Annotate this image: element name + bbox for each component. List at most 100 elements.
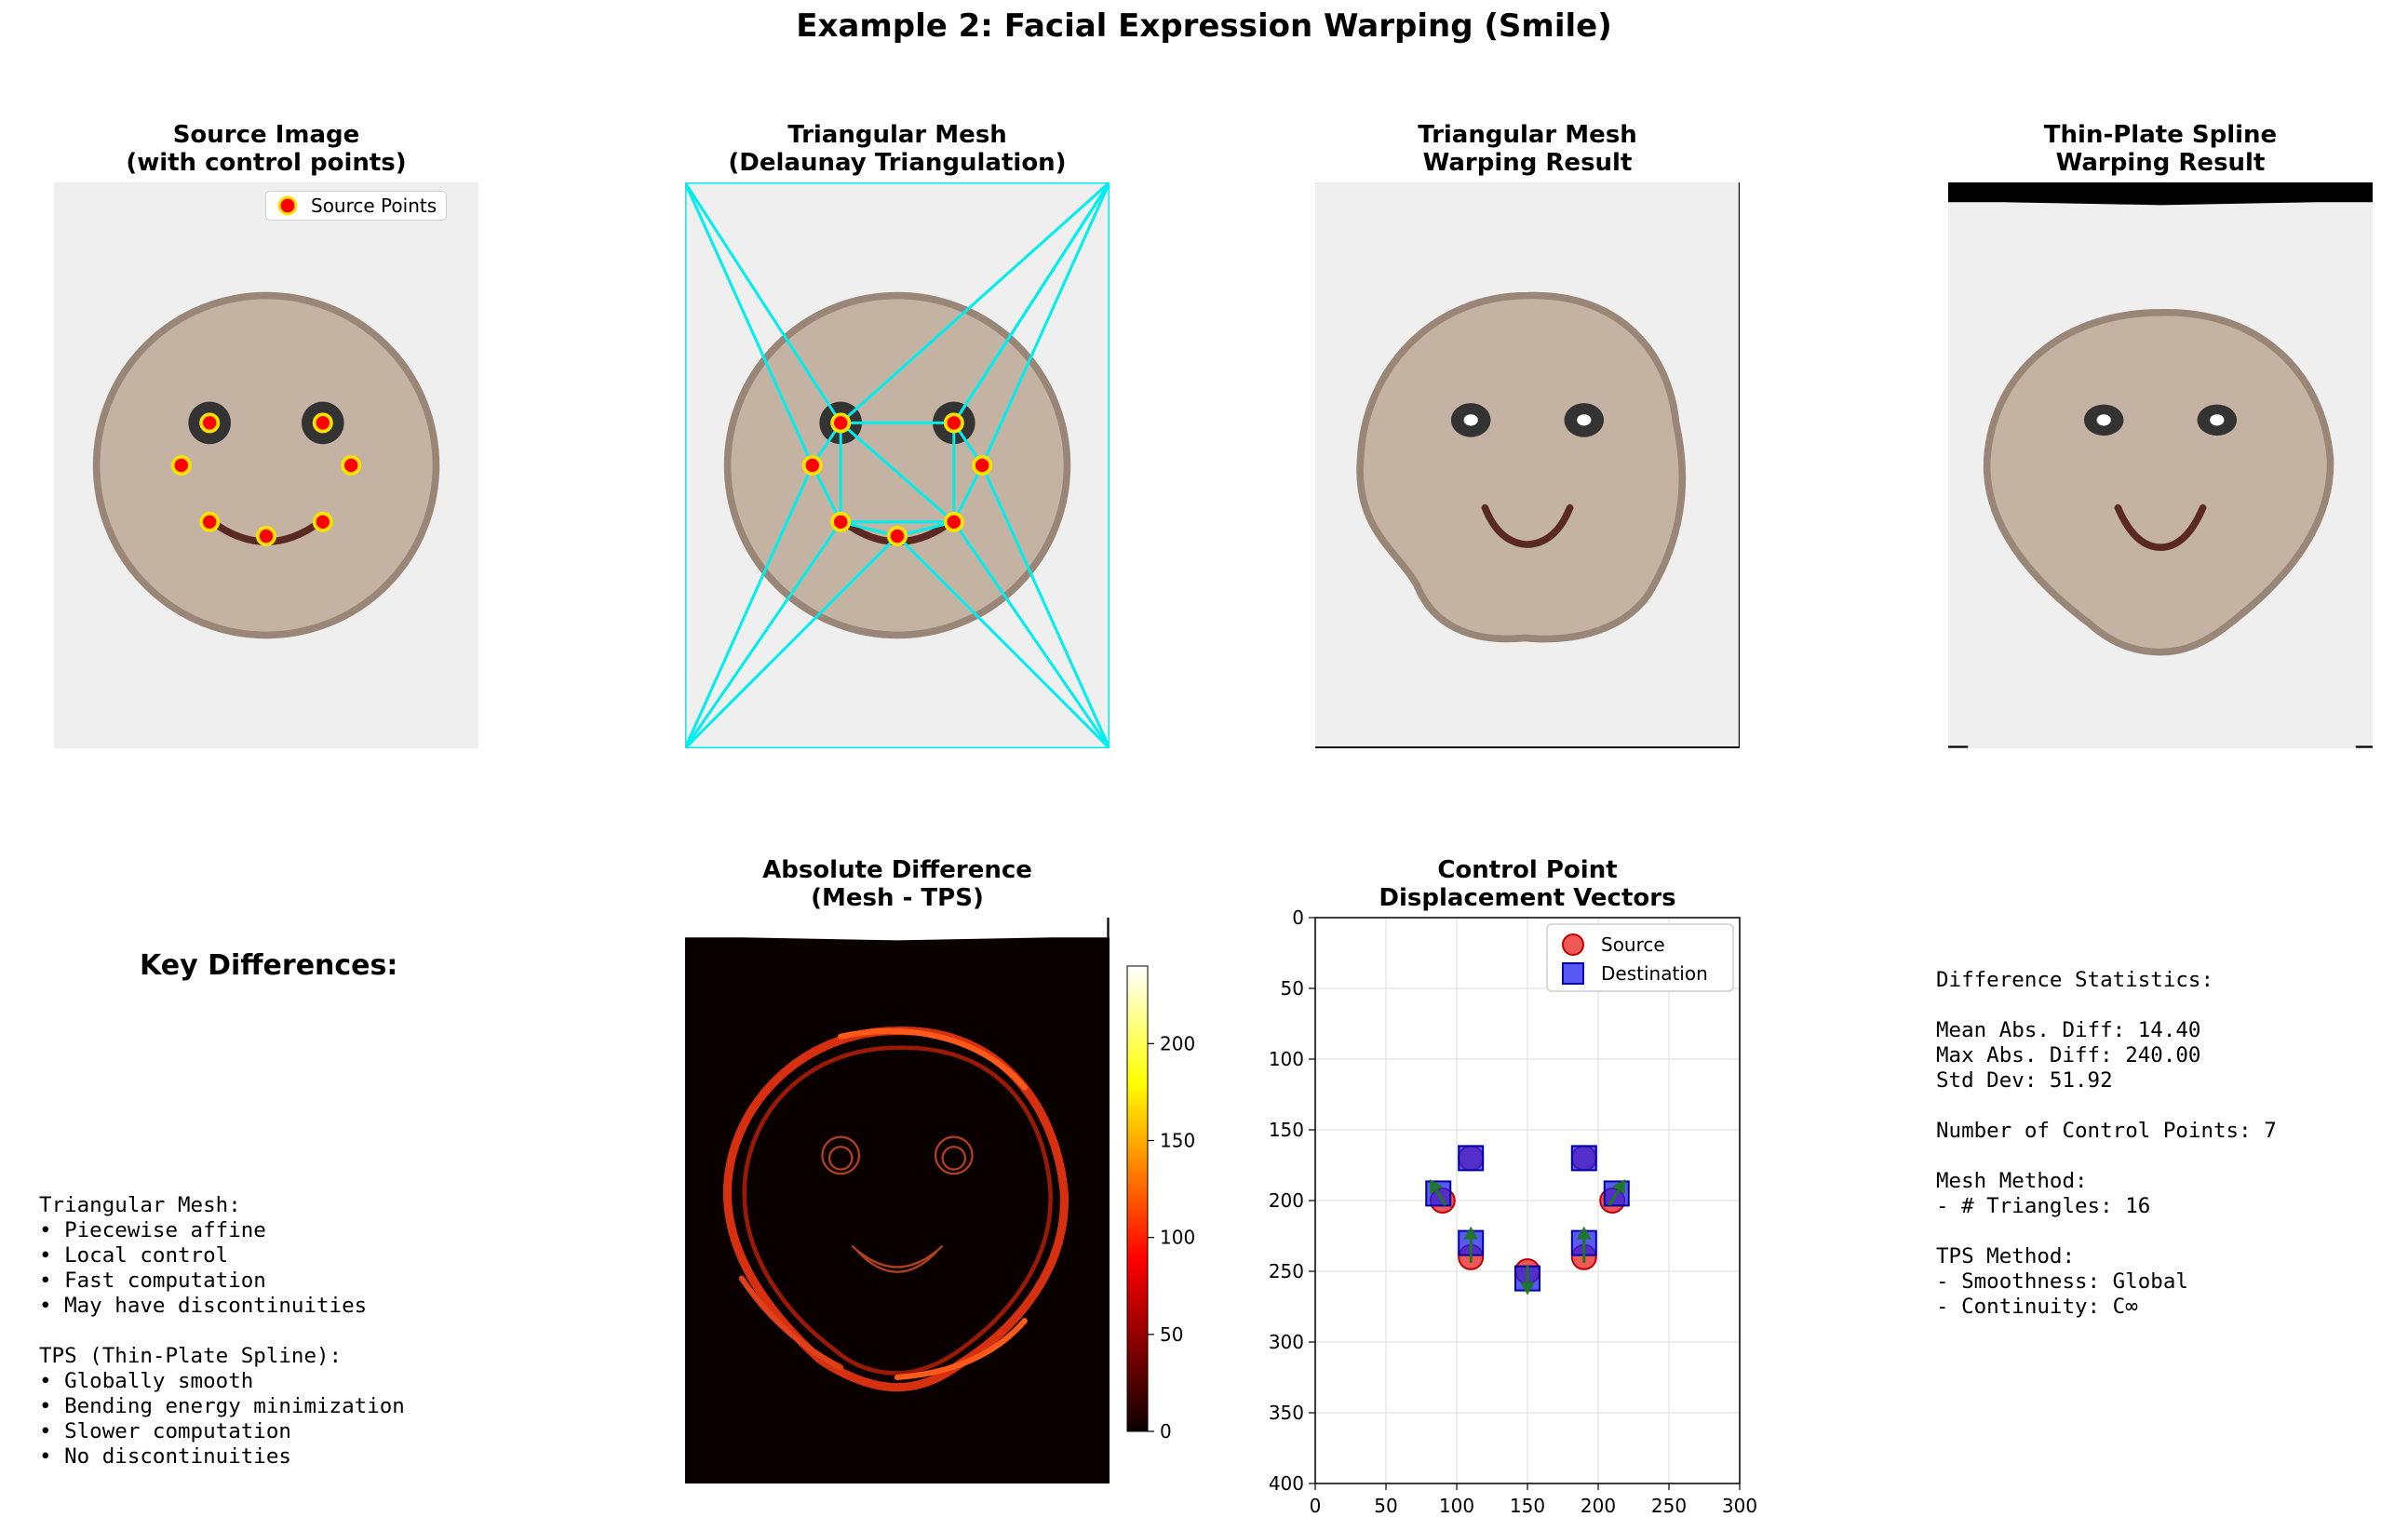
- mesh-result-panel-title: Triangular Mesh Warping Result: [1315, 121, 1740, 177]
- vectors-title-line-2: Displacement Vectors: [1379, 884, 1676, 912]
- control-point-marker: [199, 412, 221, 434]
- y-tick-label: 250: [1269, 1260, 1304, 1282]
- legend-source-label: Source: [1601, 933, 1665, 956]
- text-line: • Piecewise affine: [39, 1218, 266, 1242]
- control-point-marker: [312, 511, 333, 532]
- mesh-edge: [952, 182, 1110, 424]
- x-tick-label: 200: [1581, 1495, 1616, 1517]
- control-point-marker: [972, 454, 993, 477]
- tps-result-panel-title: Thin-Plate Spline Warping Result: [1948, 121, 2373, 177]
- legend-source-marker: [1562, 933, 1584, 956]
- x-tick-label: 100: [1439, 1495, 1474, 1517]
- control-point-marker: [801, 454, 823, 477]
- control-point-marker: [830, 511, 852, 532]
- y-tick-label: 200: [1269, 1189, 1304, 1212]
- mesh-edge: [952, 464, 984, 523]
- displacement-arrow: [1463, 1226, 1479, 1263]
- text-line: Difference Statistics:: [1936, 968, 2214, 992]
- y-tick-label: 0: [1292, 906, 1304, 929]
- source-points-legend-marker: [277, 195, 298, 216]
- vectors-legend: Source Destination: [1546, 923, 1734, 992]
- text-line: • No discontinuities: [39, 1444, 291, 1469]
- displacement-vectors-chart: 0 50 100 150 200 250 300 0 50 100 150 200 250 300 350 4…: [1269, 906, 1757, 1517]
- control-point-marker: [255, 525, 277, 547]
- mesh-title-line-2: (Delaunay Triangulation): [728, 149, 1067, 177]
- text-line: • Slower computation: [39, 1419, 291, 1443]
- control-point-marker: [943, 412, 964, 434]
- mesh-panel: [685, 182, 1110, 748]
- control-point-marker: [830, 412, 852, 434]
- vectors-panel-title: Control Point Displacement Vectors: [1315, 856, 1740, 912]
- difference-colorbar: 0 50 100 150 200: [1126, 965, 1195, 1443]
- text-line: - # Triangles: 16: [1936, 1194, 2151, 1218]
- mesh-result-title-line-1: Triangular Mesh: [1418, 121, 1637, 149]
- text-line: Mesh Method:: [1936, 1169, 2088, 1193]
- text-line: • May have discontinuities: [39, 1294, 368, 1318]
- diff-title-line-2: (Mesh - TPS): [811, 884, 984, 912]
- control-point-marker: [886, 525, 908, 547]
- displacement-arrow: [1429, 1178, 1447, 1206]
- control-point-marker: [312, 412, 333, 434]
- y-tick-label: 300: [1269, 1331, 1304, 1353]
- x-tick-label: 0: [1310, 1495, 1322, 1517]
- text-line: [1936, 1219, 2277, 1244]
- colorbar-tick-label: 100: [1160, 1227, 1195, 1249]
- mesh-edge: [685, 520, 842, 748]
- x-tick-label: 300: [1722, 1495, 1757, 1517]
- mesh-edge: [685, 534, 899, 748]
- diff-title-line-1: Absolute Difference: [762, 856, 1032, 884]
- colorbar-tick-label: 150: [1160, 1130, 1195, 1152]
- text-line: [39, 1319, 405, 1344]
- key-differences-title: Key Differences:: [140, 949, 398, 982]
- colorbar-tick-label: 0: [1160, 1420, 1172, 1443]
- key-differences-text: Triangular Mesh: • Piecewise affine • Loca…: [39, 1193, 405, 1470]
- mesh-edge: [980, 182, 1110, 466]
- colorbar-tick-label: 50: [1160, 1323, 1183, 1346]
- x-tick-label: 250: [1651, 1495, 1687, 1517]
- text-line: [1936, 1094, 2277, 1119]
- tps-result-title-line-1: Thin-Plate Spline: [2043, 121, 2278, 149]
- mesh-edge: [685, 182, 814, 466]
- text-line: • Local control: [39, 1243, 229, 1268]
- text-line: Std Dev: 51.92: [1936, 1068, 2113, 1093]
- control-point-marker: [943, 511, 964, 532]
- mesh-edge: [952, 520, 1110, 748]
- source-title-line-1: Source Image: [172, 121, 360, 149]
- tps-result-title-line-2: Warping Result: [2055, 149, 2266, 177]
- mesh-result-title-line-2: Warping Result: [1422, 149, 1633, 177]
- text-line: - Continuity: C∞: [1936, 1295, 2138, 1319]
- figure-title: Example 2: Facial Expression Warping (Sm…: [796, 7, 1612, 45]
- x-tick-label: 50: [1374, 1495, 1397, 1517]
- text-line: Mean Abs. Diff: 14.40: [1936, 1018, 2201, 1042]
- legend-destination-label: Destination: [1601, 962, 1708, 985]
- control-point-marker: [341, 454, 362, 477]
- y-tick-label: 50: [1281, 977, 1304, 1000]
- text-line: Triangular Mesh:: [39, 1193, 241, 1217]
- mesh-title-line-1: Triangular Mesh: [787, 121, 1007, 149]
- mesh-edge: [895, 534, 1110, 748]
- text-line: [1936, 993, 2277, 1018]
- text-line: • Globally smooth: [39, 1369, 254, 1393]
- text-line: TPS (Thin-Plate Spline):: [39, 1344, 343, 1368]
- y-tick-label: 400: [1269, 1472, 1304, 1495]
- mesh-result-panel: [1315, 182, 1740, 748]
- difference-heatmap: [685, 918, 1110, 1483]
- mesh-panel-title: Triangular Mesh (Delaunay Triangulation): [685, 121, 1110, 177]
- difference-statistics-text: Difference Statistics: Mean Abs. Diff: 1…: [1936, 968, 2277, 1320]
- text-line: Max Abs. Diff: 240.00: [1936, 1043, 2201, 1067]
- source-image-panel: [54, 182, 478, 748]
- plot-frame: [1314, 917, 1741, 1484]
- mesh-edge: [685, 182, 842, 424]
- mesh-edge: [840, 422, 955, 523]
- y-tick-label: 100: [1269, 1048, 1304, 1070]
- displacement-arrow: [1520, 1266, 1535, 1295]
- control-point-marker: [199, 511, 221, 532]
- text-line: Number of Control Points: 7: [1936, 1119, 2277, 1143]
- x-tick-label: 150: [1510, 1495, 1545, 1517]
- mesh-edge: [811, 464, 842, 523]
- diff-panel-title: Absolute Difference (Mesh - TPS): [685, 856, 1110, 912]
- source-legend: Source Points: [265, 191, 448, 221]
- colorbar-tick-label: 200: [1160, 1032, 1195, 1054]
- text-line: • Fast computation: [39, 1269, 266, 1293]
- mesh-edge: [980, 464, 1110, 748]
